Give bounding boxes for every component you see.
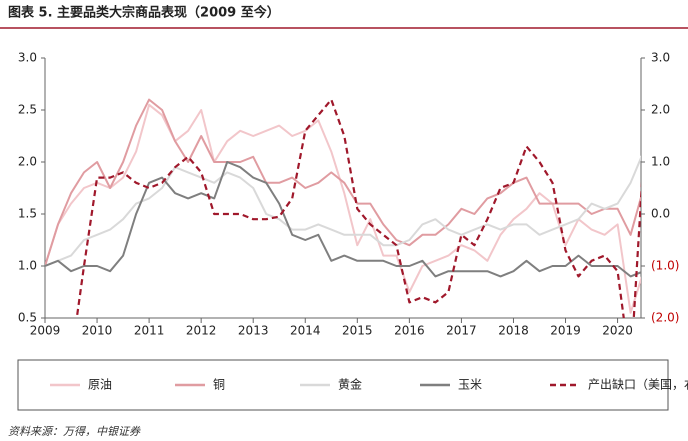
x-tick-label: 2013 (238, 324, 269, 338)
series-line (45, 103, 641, 314)
y2-tick-label: 1.0 (651, 155, 670, 169)
legend-label: 产出缺口（美国，右轴） (588, 377, 688, 392)
x-tick-label: 2014 (290, 324, 321, 338)
plot (45, 98, 641, 318)
x-tick-label: 2017 (446, 324, 477, 338)
x-tick-label: 2019 (550, 324, 581, 338)
legend-box (17, 359, 669, 411)
series-line (45, 98, 641, 267)
series-line (75, 98, 641, 318)
y2-tick-label: 3.0 (651, 51, 670, 65)
legend-label: 铜 (213, 377, 225, 392)
source: 资料来源：万得，中银证券 (8, 425, 141, 438)
x-tick-label: 2018 (498, 324, 529, 338)
series-line (45, 161, 641, 278)
y-tick-label: 0.5 (18, 311, 37, 325)
y2-tick-label: 0.0 (651, 207, 670, 221)
x-tick-label: 2016 (394, 324, 425, 338)
legend-label: 黄金 (338, 377, 362, 392)
chart-title: 图表 5. 主要品类大宗商品表现（2009 至今） (8, 5, 280, 21)
legend-label: 原油 (88, 378, 112, 392)
series-line (45, 155, 641, 267)
y-tick-label: 2.5 (18, 103, 37, 117)
x-tick-label: 2009 (30, 324, 61, 338)
legend-label: 玉米 (458, 378, 482, 392)
y2-tick-label: (1.0) (651, 259, 679, 273)
x-tick-label: 2012 (186, 324, 217, 338)
y2-tick-label: 2.0 (651, 103, 670, 117)
x-tick-label: 2010 (82, 324, 113, 338)
y-tick-label: 2.0 (18, 155, 37, 169)
x-tick-label: 2011 (134, 324, 165, 338)
x-tick-label: 2020 (602, 324, 633, 338)
x-tick-label: 2015 (342, 324, 373, 338)
y-tick-label: 1.5 (18, 207, 37, 221)
y-tick-label: 1.0 (18, 259, 37, 273)
y-tick-label: 3.0 (18, 51, 37, 65)
y2-tick-label: (2.0) (651, 311, 679, 325)
